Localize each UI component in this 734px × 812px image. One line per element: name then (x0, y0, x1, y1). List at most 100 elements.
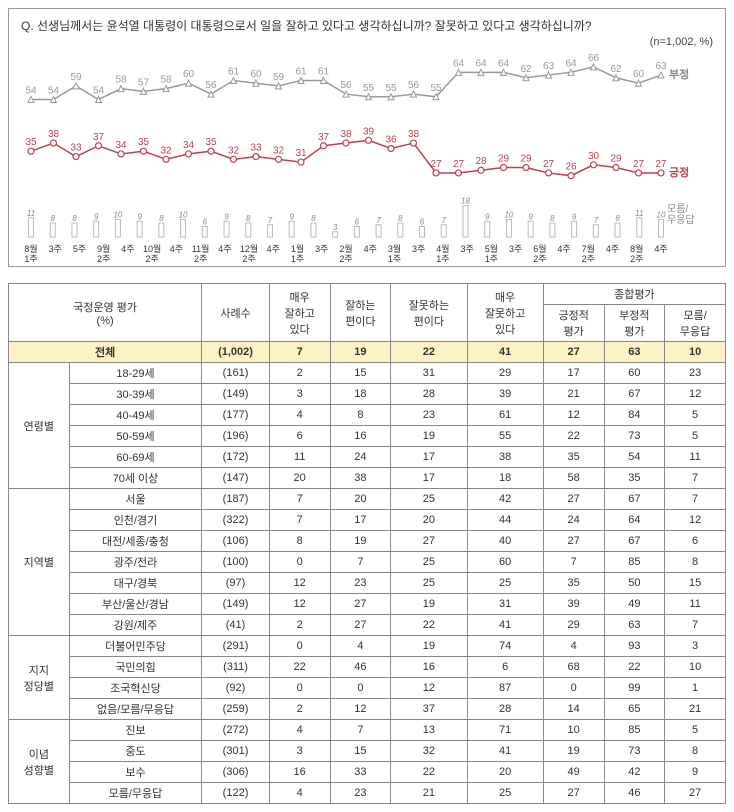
svg-text:3주: 3주 (509, 244, 522, 254)
svg-text:38: 38 (408, 129, 420, 140)
svg-text:35: 35 (205, 137, 217, 148)
total-row: 전체(1,002)7192241276310 (9, 342, 726, 363)
svg-text:6: 6 (203, 218, 208, 227)
sample-note: (n=1,002, %) (21, 36, 713, 48)
svg-text:27: 27 (453, 159, 465, 170)
svg-text:8: 8 (246, 214, 251, 223)
svg-text:27: 27 (430, 159, 442, 170)
svg-text:29: 29 (498, 154, 510, 165)
svg-text:38: 38 (48, 129, 60, 140)
svg-text:34: 34 (183, 140, 195, 151)
svg-text:2주: 2주 (630, 254, 643, 262)
crosstab-table: 국정운영 평가 (%) 사례수 매우 잘하고 있다 잘하는 편이다 잘못하는 편… (8, 283, 726, 804)
svg-text:8: 8 (398, 214, 403, 223)
svg-text:8월: 8월 (24, 243, 37, 254)
svg-text:27: 27 (543, 159, 555, 170)
table-row: 보수(306)1633222049429 (9, 762, 726, 783)
table-row: 40-49세(177)48236112845 (9, 405, 726, 426)
svg-text:28: 28 (475, 156, 487, 167)
svg-text:64: 64 (475, 58, 487, 69)
svg-text:37: 37 (93, 132, 105, 143)
hdr-n: 사례수 (202, 284, 270, 342)
svg-text:56: 56 (408, 80, 420, 91)
svg-text:62: 62 (610, 64, 622, 75)
svg-text:2주: 2주 (194, 254, 207, 262)
hdr-c1: 매우 잘하고 있다 (269, 284, 330, 342)
table-row: 지지 정당별더불어민주당(291)0419744933 (9, 636, 726, 657)
table-row: 국민의힘(311)2246166682210 (9, 657, 726, 678)
svg-text:26: 26 (565, 162, 577, 173)
svg-text:31: 31 (295, 148, 307, 159)
svg-text:긍정: 긍정 (669, 165, 689, 179)
svg-text:4주: 4주 (364, 244, 377, 254)
svg-text:8월: 8월 (630, 243, 643, 254)
table-row: 없음/모름/무응답(259)2123728146521 (9, 699, 726, 720)
hdr-c4: 매우 잘못하고 있다 (467, 284, 543, 342)
svg-text:10월: 10월 (143, 243, 161, 254)
svg-text:1주: 1주 (24, 254, 37, 262)
svg-text:4주: 4주 (218, 244, 231, 254)
table-row: 부산/울산/경남(149)12271931394911 (9, 594, 726, 615)
group-cell: 연령별 (9, 363, 70, 489)
svg-text:54: 54 (93, 86, 105, 97)
svg-text:4주: 4주 (654, 244, 667, 254)
svg-text:32: 32 (228, 145, 240, 156)
svg-text:9: 9 (137, 212, 142, 221)
group-cell: 이념 성향별 (9, 720, 70, 804)
hdr-o1: 긍정적 평가 (543, 305, 604, 342)
table-row: 지역별서울(187)720254227677 (9, 489, 726, 510)
svg-text:36: 36 (385, 134, 397, 145)
hdr-overall: 종합평가 (543, 284, 725, 305)
svg-text:55: 55 (430, 83, 442, 94)
svg-text:9: 9 (485, 212, 490, 221)
svg-text:9: 9 (289, 212, 294, 221)
svg-text:55: 55 (363, 83, 375, 94)
svg-text:6: 6 (420, 218, 425, 227)
svg-text:4월: 4월 (436, 243, 449, 254)
svg-text:60: 60 (250, 69, 262, 80)
chart-panel: Q. 선생님께서는 윤석열 대통령이 대통령으로서 일을 잘하고 있다고 생각하… (8, 8, 726, 267)
svg-text:7월: 7월 (582, 243, 595, 254)
svg-text:61: 61 (318, 66, 330, 77)
svg-text:33: 33 (70, 143, 82, 154)
svg-text:2주: 2주 (582, 254, 595, 262)
svg-text:2월: 2월 (339, 243, 352, 254)
table-header: 국정운영 평가 (%) 사례수 매우 잘하고 있다 잘하는 편이다 잘못하는 편… (9, 284, 726, 342)
hdr-o2: 부정적 평가 (604, 305, 665, 342)
svg-text:66: 66 (588, 53, 600, 64)
svg-text:3주: 3주 (412, 244, 425, 254)
table-row: 이념 성향별진보(272)47137110855 (9, 720, 726, 741)
svg-text:1주: 1주 (388, 254, 401, 262)
svg-text:7: 7 (376, 216, 381, 225)
chart-area: 5454595458575860566160596161565555565564… (21, 52, 713, 262)
svg-text:9: 9 (224, 212, 229, 221)
hdr-o3: 모름/ 무응답 (665, 305, 726, 342)
svg-text:27: 27 (655, 159, 667, 170)
svg-text:56: 56 (340, 80, 352, 91)
svg-text:58: 58 (115, 75, 127, 86)
svg-text:35: 35 (138, 137, 150, 148)
svg-text:58: 58 (160, 75, 172, 86)
svg-text:3월: 3월 (388, 243, 401, 254)
table-row: 30-39세(149)3182839216712 (9, 384, 726, 405)
svg-text:무응답: 무응답 (667, 214, 695, 226)
hdr-c2: 잘하는 편이다 (330, 284, 391, 342)
hdr-c3: 잘못하는 편이다 (391, 284, 467, 342)
svg-text:29: 29 (610, 154, 622, 165)
svg-text:7: 7 (594, 216, 599, 225)
svg-text:39: 39 (363, 126, 375, 137)
svg-text:37: 37 (318, 132, 330, 143)
svg-text:56: 56 (205, 80, 217, 91)
svg-text:2주: 2주 (146, 254, 159, 262)
svg-text:32: 32 (160, 145, 172, 156)
svg-text:2주: 2주 (533, 254, 546, 262)
svg-text:64: 64 (498, 58, 510, 69)
svg-text:18: 18 (461, 197, 470, 206)
svg-text:3주: 3주 (49, 244, 62, 254)
table-row: 대구/경북(97)12232525355015 (9, 573, 726, 594)
table-row: 대전/세종/충청(106)819274027676 (9, 531, 726, 552)
trend-chart: 5454595458575860566160596161565555565564… (21, 52, 701, 262)
svg-text:11: 11 (27, 209, 35, 218)
table-row: 광주/전라(100)0725607858 (9, 552, 726, 573)
svg-text:32: 32 (273, 145, 285, 156)
